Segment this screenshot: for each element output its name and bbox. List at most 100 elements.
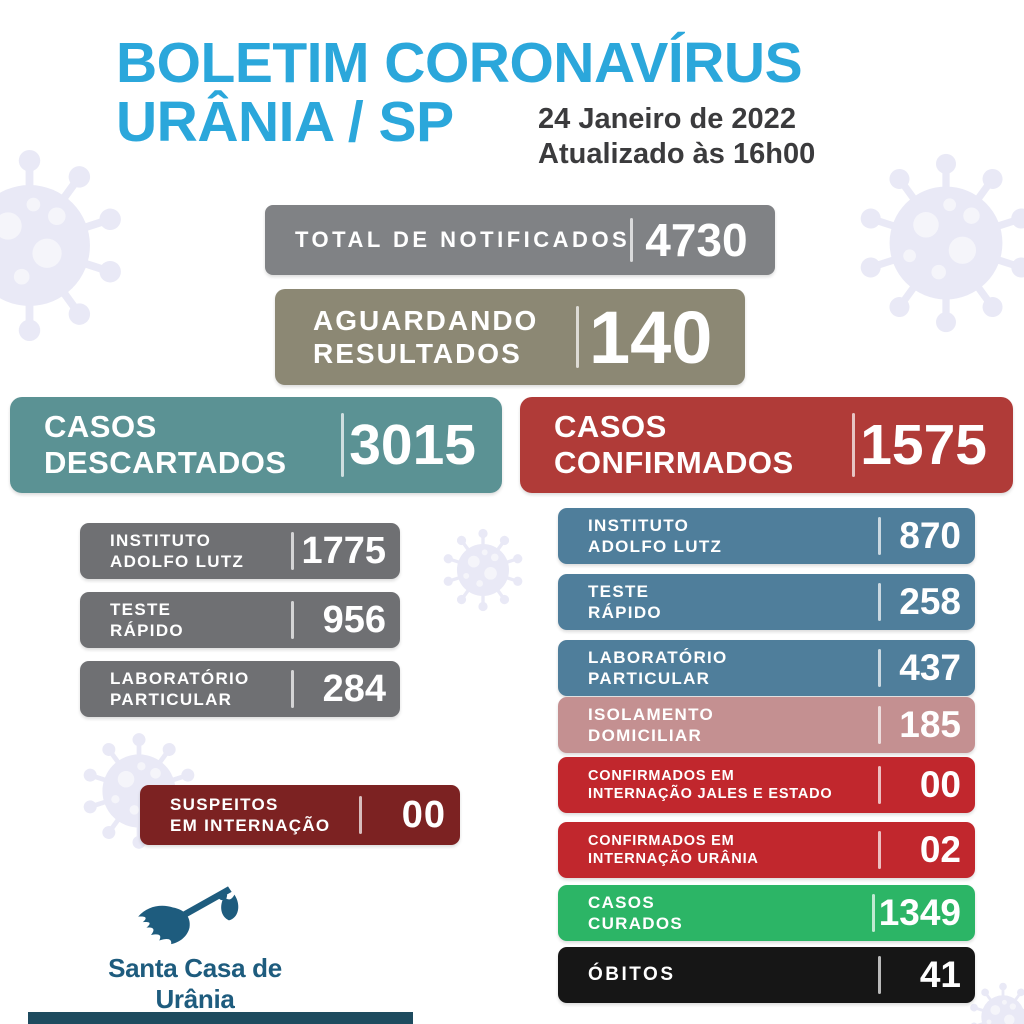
isolamento-domiciliar-row: ISOLAMENTO DOMICILIAR 185 — [558, 697, 975, 753]
row-value: 437 — [899, 647, 961, 688]
divider-line — [630, 218, 634, 262]
label-line2: CONFIRMADOS — [554, 445, 794, 480]
label-line1: AGUARDANDO — [313, 304, 539, 336]
divider-line — [878, 706, 881, 744]
label-line1: SUSPEITOS — [170, 794, 279, 814]
divider-line — [291, 532, 294, 570]
descartados-row-laboratorio-particular: LABORATÓRIO PARTICULAR 284 — [80, 661, 400, 717]
footer-accent-bar — [28, 1012, 413, 1024]
label-line1: CASOS — [554, 409, 667, 445]
label-line1: TESTE — [110, 599, 172, 619]
total-notificados-bar: TOTAL DE NOTIFICADOS 4730 — [265, 205, 775, 275]
casos-descartados-bar: CASOS DESCARTADOS 3015 — [10, 397, 502, 493]
label-line2: ADOLFO LUTZ — [588, 537, 723, 556]
title-line1: BOLETIM CORONAVÍRUS — [116, 31, 803, 95]
label-line1: CONFIRMADOS EM — [588, 767, 735, 784]
date-text: 24 Janeiro de 2022 — [538, 103, 796, 135]
internacao-urania-row: CONFIRMADOS EM INTERNAÇÃO URÂNIA 02 — [558, 822, 975, 878]
label-line2: INTERNAÇÃO URÂNIA — [588, 851, 759, 867]
santa-casa-logo: Santa Casa de Urânia — [70, 880, 320, 1015]
row-value: 956 — [322, 598, 386, 641]
row-label: ÓBITOS — [588, 963, 878, 987]
divider-line — [359, 796, 362, 834]
label-line1: INSTITUTO — [110, 530, 212, 550]
aguardando-resultados-value: 140 — [589, 295, 713, 379]
row-value: 00 — [401, 793, 446, 836]
obitos-row: ÓBITOS 41 — [558, 947, 975, 1003]
aguardando-resultados-bar: AGUARDANDO RESULTADOS 140 — [275, 289, 745, 385]
row-label: ISOLAMENTO DOMICILIAR — [588, 704, 878, 747]
row-value: 1349 — [878, 892, 961, 933]
label-line1: LABORATÓRIO — [588, 647, 728, 667]
row-value: 00 — [919, 764, 961, 805]
label-line2: ADOLFO LUTZ — [110, 552, 245, 571]
internacao-jales-estado-row: CONFIRMADOS EM INTERNAÇÃO JALES E ESTADO… — [558, 757, 975, 813]
label-line2: RESULTADOS — [313, 338, 522, 369]
label-line2: INTERNAÇÃO JALES E ESTADO — [588, 786, 833, 802]
label-line2: EM INTERNAÇÃO — [170, 816, 331, 835]
label-line2: DOMICILIAR — [588, 726, 703, 745]
divider-line — [878, 831, 881, 869]
total-notificados-label: TOTAL DE NOTIFICADOS — [295, 227, 631, 252]
divider-line — [878, 649, 881, 687]
divider-line — [852, 413, 855, 477]
label-line1: CASOS — [44, 409, 157, 445]
virus-decoration-icon — [855, 152, 1024, 334]
total-notificados-value: 4730 — [645, 214, 748, 266]
virus-decoration-icon — [968, 982, 1024, 1024]
santa-casa-logo-text: Santa Casa de Urânia — [108, 953, 282, 1014]
row-label: TESTE RÁPIDO — [110, 599, 291, 642]
row-label: CASOS CURADOS — [588, 892, 872, 935]
row-label: LABORATÓRIO PARTICULAR — [588, 647, 878, 690]
row-label: LABORATÓRIO PARTICULAR — [110, 668, 291, 711]
casos-confirmados-bar: CASOS CONFIRMADOS 1575 — [520, 397, 1013, 493]
casos-descartados-value: 3015 — [349, 413, 476, 477]
page-title: BOLETIM CORONAVÍRUS URÂNIA / SP — [116, 31, 803, 155]
divider-line — [576, 306, 579, 368]
label-line1: TESTE — [588, 581, 650, 601]
virus-decoration-icon — [441, 528, 525, 612]
label-line1: INSTITUTO — [588, 515, 690, 535]
label-line2: DESCARTADOS — [44, 445, 287, 480]
confirmados-row-laboratorio-particular: LABORATÓRIO PARTICULAR 437 — [558, 640, 975, 696]
row-value: 02 — [919, 829, 961, 870]
label-line1: CASOS — [588, 892, 655, 912]
suspeitos-internacao-bar: SUSPEITOS EM INTERNAÇÃO 00 — [140, 785, 460, 845]
label-line1: ÓBITOS — [588, 964, 676, 986]
divider-line — [341, 413, 344, 477]
row-value: 185 — [899, 704, 961, 745]
row-label: INSTITUTO ADOLFO LUTZ — [588, 515, 878, 558]
divider-line — [291, 601, 294, 639]
casos-confirmados-value: 1575 — [860, 413, 987, 477]
label-line2: RÁPIDO — [588, 603, 662, 622]
divider-line — [878, 517, 881, 555]
updated-time-text: Atualizado às 16h00 — [538, 137, 816, 170]
row-value: 870 — [899, 515, 961, 556]
label-line2: PARTICULAR — [110, 690, 233, 709]
casos-curados-row: CASOS CURADOS 1349 — [558, 885, 975, 941]
row-label: TESTE RÁPIDO — [588, 581, 878, 624]
row-value: 1775 — [301, 529, 386, 572]
divider-line — [878, 583, 881, 621]
row-label: SUSPEITOS EM INTERNAÇÃO — [170, 794, 359, 837]
title-line2: URÂNIA / SP — [116, 90, 454, 155]
row-label: CONFIRMADOS EM INTERNAÇÃO JALES E ESTADO — [588, 767, 878, 803]
divider-line — [878, 766, 881, 804]
row-label: CONFIRMADOS EM INTERNAÇÃO URÂNIA — [588, 832, 878, 868]
descartados-row-teste-rapido: TESTE RÁPIDO 956 — [80, 592, 400, 648]
casos-confirmados-label: CASOS CONFIRMADOS — [554, 409, 852, 480]
virus-decoration-icon — [0, 148, 127, 343]
aguardando-resultados-label: AGUARDANDO RESULTADOS — [313, 304, 576, 370]
label-line1: ISOLAMENTO — [588, 704, 715, 724]
row-value: 41 — [919, 954, 961, 995]
casos-descartados-label: CASOS DESCARTADOS — [44, 409, 341, 480]
row-label: INSTITUTO ADOLFO LUTZ — [110, 530, 291, 573]
label-line2: CURADOS — [588, 914, 684, 933]
label-line1: CONFIRMADOS EM — [588, 832, 735, 849]
confirmados-row-instituto-adolfo-lutz: INSTITUTO ADOLFO LUTZ 870 — [558, 508, 975, 564]
label-line2: RÁPIDO — [110, 621, 184, 640]
bulletin-date: 24 Janeiro de 2022 Atualizado às 16h00 — [538, 102, 815, 172]
divider-line — [871, 894, 875, 932]
label-line2: PARTICULAR — [588, 669, 711, 688]
